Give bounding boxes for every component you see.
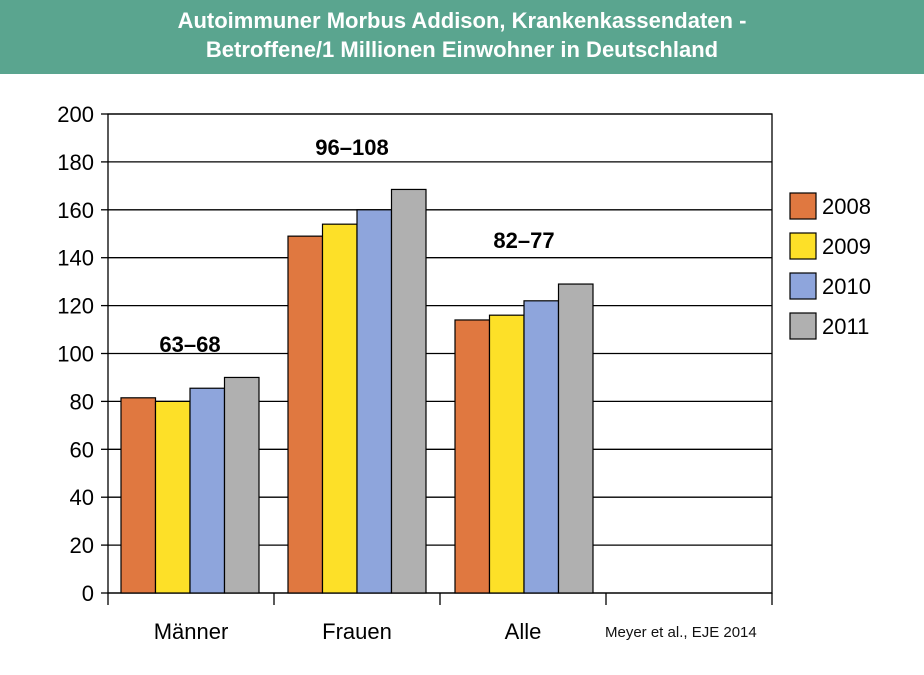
bar-2008-frauen	[287, 235, 324, 594]
title-banner: Autoimmuner Morbus Addison, Krankenkasse…	[0, 0, 924, 74]
legend-swatch	[789, 232, 817, 260]
y-tick-label: 60	[70, 437, 94, 462]
y-tick-label: 40	[70, 485, 94, 510]
range-annotation: 82–77	[493, 228, 554, 253]
bar-2011-alle	[557, 283, 594, 594]
y-tick-label: 80	[70, 389, 94, 414]
range-annotation: 96–108	[315, 135, 388, 160]
legend-label: 2009	[822, 234, 871, 259]
legend-label: 2008	[822, 194, 871, 219]
bar-2011-maenner	[223, 376, 260, 594]
source-citation: Meyer et al., EJE 2014	[605, 624, 757, 641]
legend-label: 2011	[822, 314, 869, 339]
bar-2010-maenner	[189, 387, 226, 594]
y-tick-label: 20	[70, 533, 94, 558]
bar-2009-maenner	[154, 400, 191, 594]
x-category-label: Männer	[154, 619, 229, 644]
range-annotation: 63–68	[159, 332, 220, 357]
bar-2009-alle	[488, 314, 525, 594]
bar-2008-maenner	[120, 397, 157, 594]
legend-label: 2010	[822, 274, 871, 299]
y-tick-label: 180	[57, 150, 94, 175]
legend-swatch	[789, 272, 817, 300]
chart-title-line-1: Autoimmuner Morbus Addison, Krankenkasse…	[177, 8, 747, 33]
y-tick-label: 100	[57, 342, 94, 367]
bar-2009-frauen	[321, 223, 358, 594]
bar-2008-alle	[454, 319, 491, 594]
chart-title-line-2: Betroffene/1 Millionen Einwohner in Deut…	[205, 37, 719, 62]
y-tick-label: 0	[82, 581, 94, 606]
y-tick-label: 120	[57, 294, 94, 319]
y-tick-label: 200	[57, 102, 94, 127]
x-category-label: Frauen	[322, 619, 392, 644]
y-tick-label: 140	[57, 246, 94, 271]
bar-2010-frauen	[356, 209, 393, 594]
y-tick-label: 160	[57, 198, 94, 223]
bar-2011-frauen	[390, 188, 427, 594]
bar-2010-alle	[523, 300, 560, 594]
legend-swatch	[789, 312, 817, 340]
x-category-label: Alle	[505, 619, 542, 644]
legend-swatch	[789, 192, 817, 220]
